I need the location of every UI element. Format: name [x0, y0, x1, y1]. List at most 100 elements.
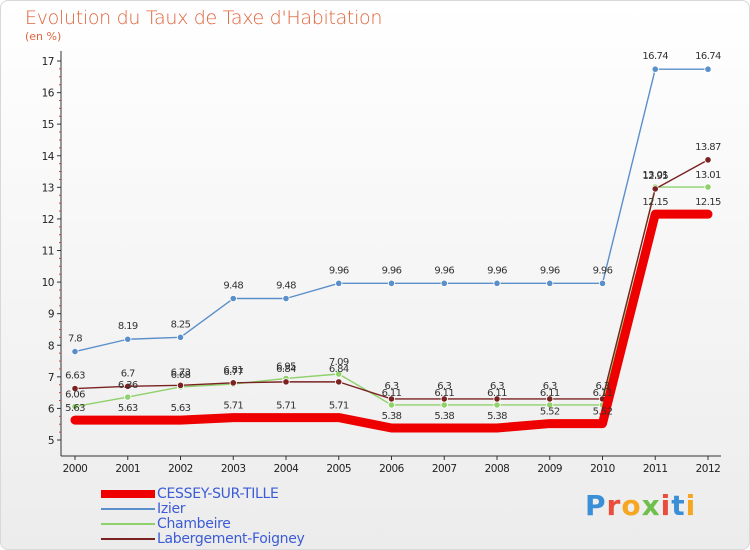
x-tick-label: 2000	[63, 463, 88, 475]
data-label: 6.3	[595, 381, 609, 392]
data-label: 8.19	[118, 321, 138, 332]
data-label: 6.73	[171, 367, 191, 378]
data-label: 5.63	[118, 403, 138, 414]
data-label: 7.09	[329, 357, 349, 368]
y-tick-label: 17	[42, 56, 54, 68]
data-label: 6.3	[490, 381, 504, 392]
data-label: 9.96	[382, 265, 402, 276]
data-label: 5.38	[434, 411, 454, 422]
data-point	[282, 294, 290, 303]
data-label: 5.52	[593, 407, 613, 418]
x-tick-label: 2006	[379, 463, 405, 475]
data-label: 6.3	[437, 381, 451, 392]
x-tick-label: 2003	[221, 463, 246, 475]
data-point	[546, 279, 554, 287]
data-point	[335, 378, 343, 386]
data-point	[493, 401, 501, 409]
data-label: 5.38	[487, 411, 507, 422]
legend-label-chambeire: Chambeire	[157, 516, 231, 532]
logo-letter: r	[606, 489, 622, 522]
data-label: 16.74	[695, 51, 721, 62]
data-point	[493, 279, 501, 287]
data-label: 9.96	[329, 265, 349, 276]
data-label: 9.96	[540, 265, 560, 276]
y-tick-label: 11	[42, 246, 54, 258]
x-tick-label: 2005	[326, 463, 351, 475]
data-label: 13.01	[695, 170, 721, 181]
data-label: 9.48	[223, 281, 243, 292]
data-point	[71, 347, 79, 356]
y-tick-label: 5	[48, 435, 54, 447]
data-point	[176, 333, 185, 341]
data-label: 5.71	[329, 401, 349, 412]
y-tick-label: 13	[42, 182, 54, 194]
data-point	[124, 382, 132, 390]
logo-letter: i	[685, 489, 697, 522]
data-label: 5.63	[171, 403, 191, 414]
legend-item-izier: Izier	[101, 501, 341, 517]
legend-swatch-izier	[101, 508, 155, 510]
data-label: 6.77	[223, 367, 243, 378]
data-label: 6.11	[487, 388, 507, 399]
data-point	[124, 335, 132, 343]
data-label: 6.11	[593, 388, 613, 399]
logo-letter: i	[660, 489, 672, 522]
y-tick-label: 8	[48, 340, 54, 352]
data-label: 9.48	[276, 281, 296, 292]
data-point	[440, 401, 448, 409]
x-tick-label: 2012	[696, 463, 721, 475]
logo-letter: P	[585, 489, 607, 522]
data-label: 12.15	[642, 197, 668, 208]
data-label: 6.36	[118, 380, 138, 391]
data-point	[704, 183, 712, 191]
data-label: 8.25	[171, 319, 191, 330]
logo-letter: x	[641, 489, 661, 522]
y-unit-label: (en %)	[25, 30, 62, 43]
x-tick-label: 2009	[537, 463, 562, 475]
data-point	[651, 65, 659, 73]
legend-item-chambeire: Chambeire	[101, 516, 341, 532]
data-point	[440, 279, 448, 287]
data-label: 6.11	[382, 388, 402, 399]
series-line-1	[74, 68, 709, 353]
data-label: 6.81	[223, 365, 243, 376]
data-point	[335, 279, 343, 287]
data-point	[598, 279, 607, 287]
data-label: 5.63	[65, 403, 85, 414]
legend-label-labergement: Labergement-Foigney	[157, 531, 305, 547]
logo-letter: t	[671, 489, 686, 522]
data-point	[176, 381, 185, 389]
data-label: 5.52	[540, 407, 560, 418]
legend-label-izier: Izier	[157, 501, 186, 517]
data-label: 6.7	[121, 368, 135, 379]
data-label: 16.74	[642, 51, 668, 62]
data-point	[704, 65, 712, 73]
legend-swatch-labergement	[101, 538, 155, 540]
data-label: 6.11	[540, 388, 560, 399]
data-label: 6.84	[276, 364, 296, 375]
data-point	[124, 393, 132, 401]
legend-label-cessey: CESSEY-SUR-TILLE	[157, 486, 279, 502]
data-point	[229, 294, 237, 303]
data-label: 13.87	[695, 142, 721, 153]
data-point	[704, 156, 712, 164]
legend-swatch-chambeire	[101, 523, 155, 525]
data-point	[71, 402, 79, 411]
data-point	[651, 185, 659, 193]
y-tick-label: 7	[48, 372, 54, 384]
legend-item-labergement: Labergement-Foigney	[101, 531, 341, 547]
logo-letter: o	[621, 489, 642, 522]
data-label: 9.96	[434, 265, 454, 276]
data-label: 6.95	[276, 361, 296, 372]
data-point	[387, 395, 396, 403]
data-label: 9.96	[593, 265, 613, 276]
proxiti-logo: Proxiti	[585, 489, 696, 522]
data-point	[335, 370, 343, 378]
data-point	[282, 378, 290, 386]
y-tick-label: 12	[42, 214, 54, 226]
data-label: 7.8	[68, 334, 82, 345]
data-point	[387, 279, 396, 287]
data-label: 5.71	[223, 401, 243, 412]
data-label: 12.15	[695, 197, 721, 208]
